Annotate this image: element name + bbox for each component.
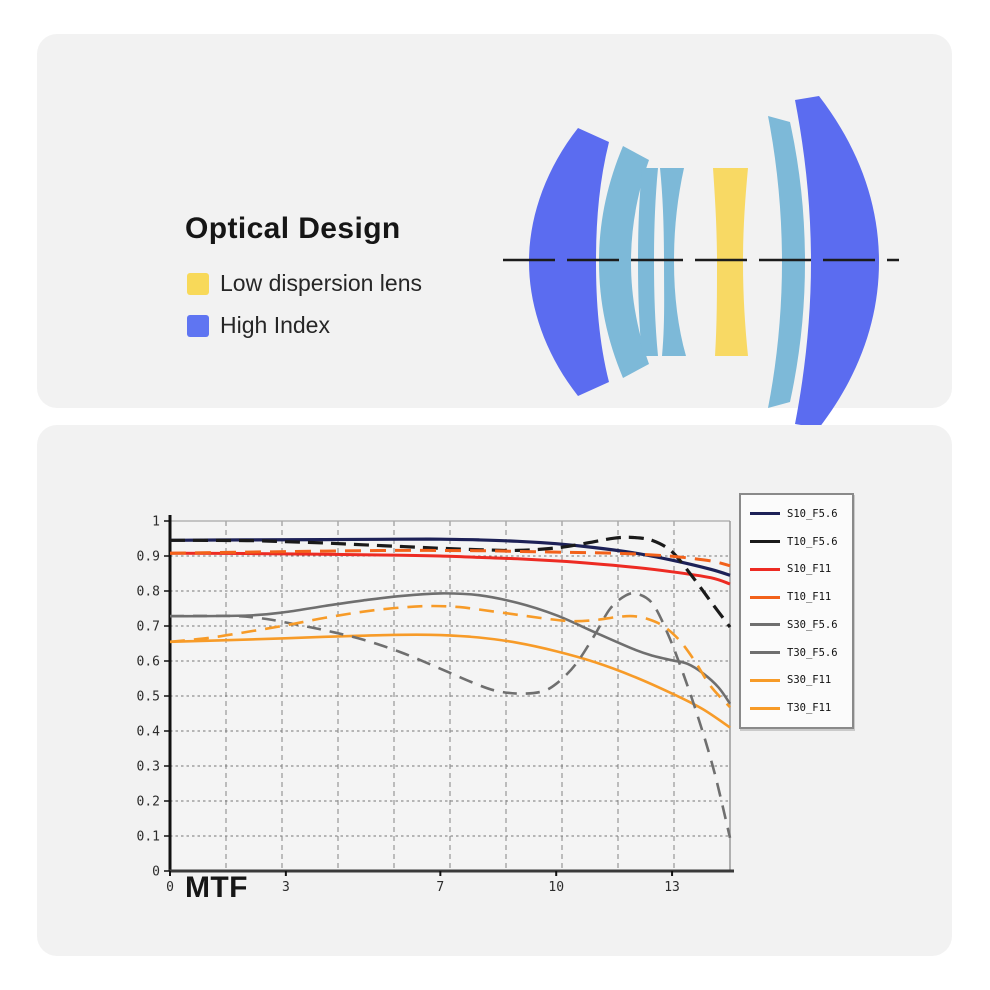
legend-label: S30_F5.6 — [787, 618, 838, 631]
legend-label: T10_F5.6 — [787, 535, 838, 548]
mtf-curve-T10_F5.6 — [169, 535, 732, 629]
x-tick-label: 0 — [166, 880, 174, 895]
legend-line-swatch — [750, 595, 780, 599]
legend-item-low-dispersion: Low dispersion lens — [187, 270, 422, 297]
mtf-curve-T30_F5.6 — [169, 591, 732, 839]
optical-design-panel: Optical Design Low dispersion lens High … — [37, 34, 952, 428]
y-tick-label: 0.2 — [137, 795, 160, 810]
x-tick-label: 13 — [664, 880, 680, 895]
high-index-swatch — [187, 314, 209, 337]
mtf-legend-item-T30_F5.6: T30_F5.6 — [750, 647, 852, 659]
lens-element-5-low-dispersion — [713, 168, 748, 356]
y-tick-label: 0.9 — [137, 550, 160, 565]
y-tick-label: 0.8 — [137, 585, 160, 600]
lens-element-3 — [638, 168, 658, 356]
legend-line-swatch — [750, 678, 780, 682]
mtf-chart: 1 0.9 0.8 0.7 0.6 0.5 0.4 0.3 0.2 0.1 00 3 7 10 13 — [137, 515, 734, 895]
x-tick-label: 3 — [282, 880, 290, 895]
low-dispersion-label: Low dispersion lens — [220, 270, 423, 296]
mtf-curve-S30_F5.6 — [169, 592, 732, 705]
y-tick-label: 0.1 — [137, 830, 160, 845]
legend-label: S30_F11 — [787, 674, 832, 687]
lens-element-4 — [660, 168, 686, 356]
legend-item-high-index: High Index — [187, 312, 330, 339]
lens-diagram — [503, 96, 899, 428]
mtf-legend-item-T30_F11: T30_F11 — [750, 702, 852, 714]
lens-element-1-high-index — [529, 128, 609, 396]
mtf-legend-item-S30_F11: S30_F11 — [750, 674, 852, 686]
mtf-curve-T10_F11 — [169, 548, 731, 568]
mtf-curve-T30_F11 — [169, 604, 731, 709]
legend-line-swatch — [750, 540, 780, 544]
mtf-title: MTF — [185, 871, 248, 904]
mtf-curve-S30_F11 — [169, 633, 731, 729]
legend-label: S10_F5.6 — [787, 507, 838, 520]
legend-line-swatch — [750, 651, 780, 655]
optical-design-title: Optical Design — [185, 212, 401, 245]
mtf-chart-legend: S10_F5.6 T10_F5.6 S10_F11 T10_F11 S30_F5.6 T3… — [739, 493, 854, 729]
y-tick-label: 0.4 — [137, 725, 161, 740]
high-index-label: High Index — [220, 312, 330, 338]
y-tick-label: 0.5 — [137, 690, 160, 705]
legend-label: T30_F11 — [787, 702, 832, 715]
mtf-legend-item-T10_F11: T10_F11 — [750, 591, 852, 603]
mtf-curve-S10_F5.6 — [169, 537, 731, 577]
legend-line-swatch — [750, 706, 780, 710]
mtf-legend-item-S10_F5.6: S10_F5.6 — [750, 508, 852, 520]
lens-element-6 — [768, 116, 805, 408]
legend-label: S10_F11 — [787, 563, 832, 576]
mtf-curve-S10_F11 — [169, 551, 731, 586]
y-tick-label: 0.6 — [137, 655, 160, 670]
y-tick-label: 0.7 — [137, 620, 160, 635]
x-tick-label: 7 — [436, 880, 444, 895]
mtf-legend-item-T10_F5.6: T10_F5.6 — [750, 536, 852, 548]
lens-element-7-high-index — [795, 96, 879, 428]
y-tick-label: 1 — [152, 515, 160, 530]
y-tick-label: 0.3 — [137, 760, 160, 775]
legend-line-swatch — [750, 623, 780, 627]
mtf-legend-item-S10_F11: S10_F11 — [750, 563, 852, 575]
legend-label: T30_F5.6 — [787, 646, 838, 659]
y-tick-label: 0 — [152, 865, 160, 880]
lens-element-2 — [599, 146, 649, 378]
legend-line-swatch — [750, 567, 780, 571]
curves-group — [169, 535, 732, 839]
legend-line-swatch — [750, 512, 780, 516]
x-tick-label: 10 — [548, 880, 564, 895]
mtf-legend-item-S30_F5.6: S30_F5.6 — [750, 619, 852, 631]
low-dispersion-swatch — [187, 272, 209, 295]
legend-label: T10_F11 — [787, 591, 832, 604]
